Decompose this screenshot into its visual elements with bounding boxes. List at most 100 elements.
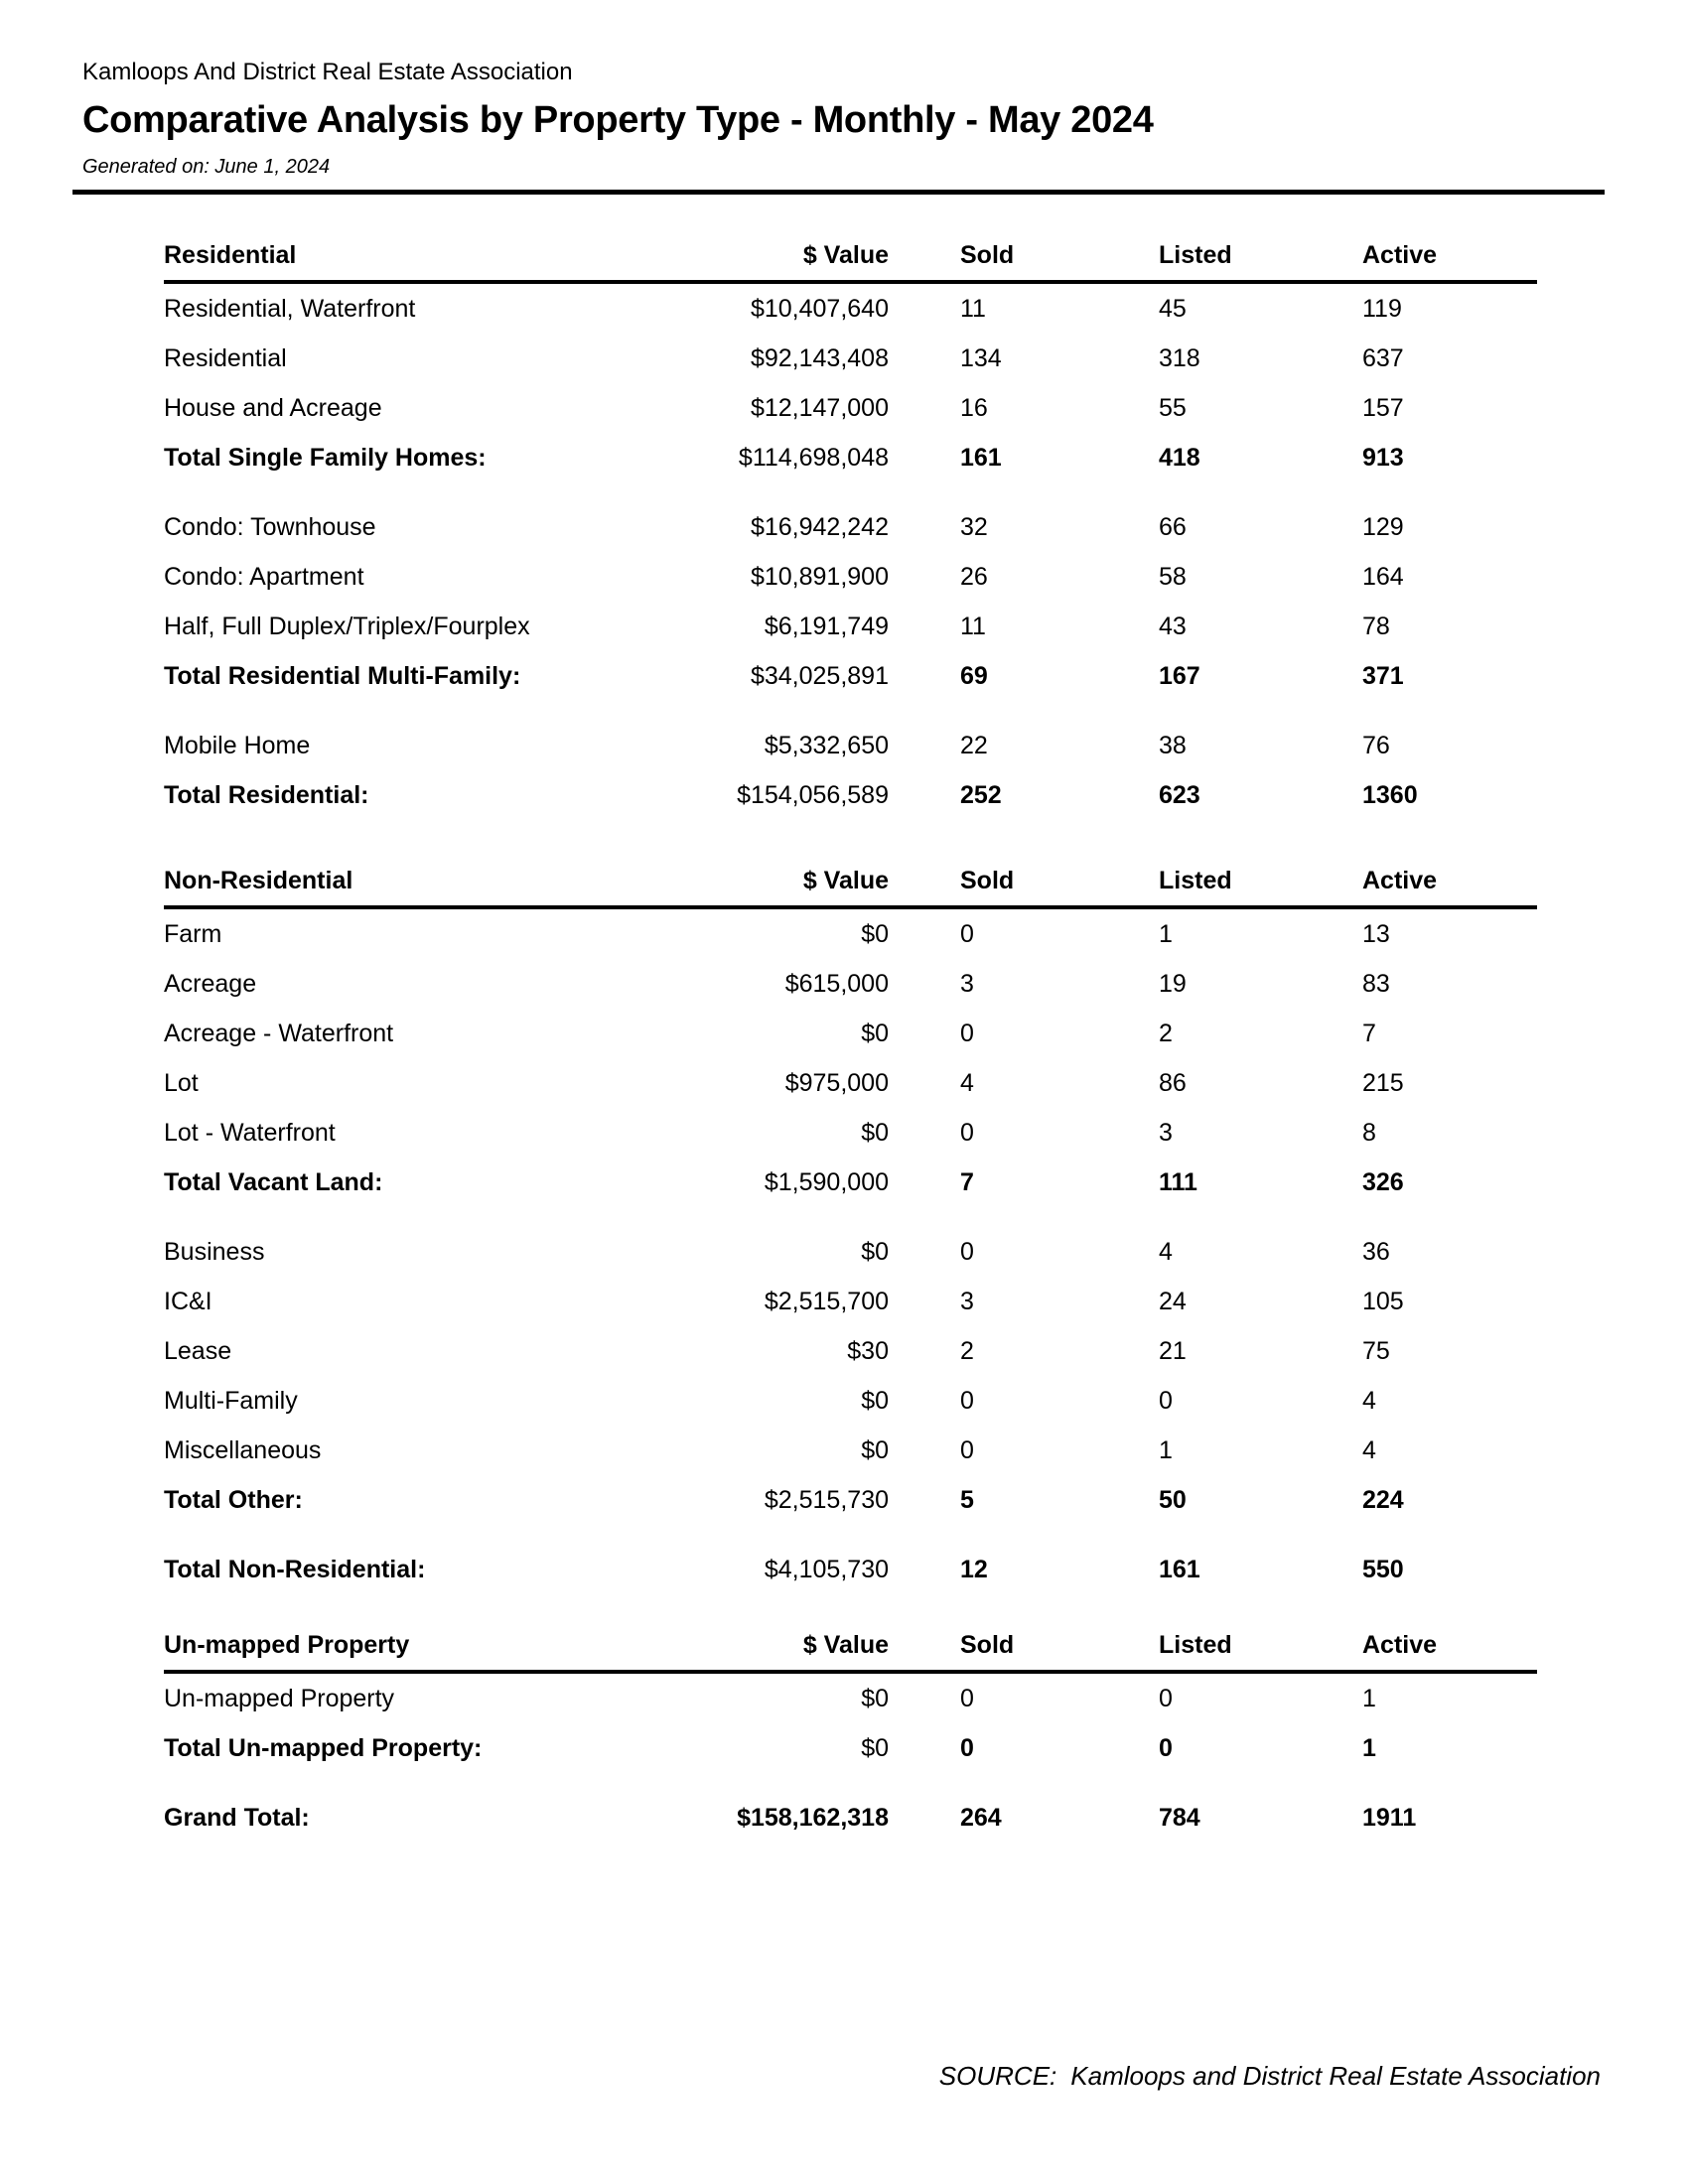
- row-label: Total Single Family Homes:: [164, 443, 487, 472]
- row-label: Farm: [164, 919, 222, 948]
- table-row: Un-mapped Property $0 0 0 1: [164, 1672, 1537, 1723]
- section-header-row: Un-mapped Property $ Value Sold Listed Activ…: [164, 1620, 1537, 1674]
- column-header-sold: Sold: [889, 1620, 1159, 1674]
- row-sold: 4: [960, 1068, 974, 1097]
- row-listed: 784: [1159, 1803, 1200, 1832]
- row-value: $5,332,650: [764, 731, 889, 759]
- row-active: 637: [1362, 343, 1404, 372]
- row-sold: 5: [960, 1485, 974, 1514]
- row-active: 75: [1362, 1336, 1390, 1365]
- row-value: $615,000: [784, 969, 889, 998]
- row-value: $0: [861, 1019, 889, 1047]
- table-row: Half, Full Duplex/Triplex/Fourplex $6,191…: [164, 602, 1537, 651]
- row-label: Un-mapped Property: [164, 1684, 395, 1712]
- row-active: 129: [1362, 512, 1404, 541]
- row-sold: 3: [960, 969, 974, 998]
- row-sold: 3: [960, 1287, 974, 1315]
- row-value: $0: [861, 1435, 889, 1464]
- total-row: Total Residential Multi-Family: $34,025,8…: [164, 651, 1537, 701]
- row-listed: 4: [1159, 1237, 1173, 1266]
- row-listed: 19: [1159, 969, 1187, 998]
- total-row: Total Vacant Land: $1,590,000 7 111 326: [164, 1158, 1537, 1207]
- row-sold: 32: [960, 512, 988, 541]
- row-active: 913: [1362, 443, 1404, 472]
- row-value: $16,942,242: [750, 512, 889, 541]
- group-spacer-cell: [164, 1773, 1537, 1793]
- group-spacer: [164, 701, 1537, 721]
- row-label: Lease: [164, 1336, 232, 1365]
- row-active: 83: [1362, 969, 1390, 998]
- row-listed: 167: [1159, 661, 1200, 690]
- organization-name: Kamloops And District Real Estate Associ…: [82, 59, 573, 85]
- table-row: Miscellaneous $0 0 1 4: [164, 1426, 1537, 1475]
- row-value: $114,698,048: [738, 443, 889, 472]
- row-listed: 86: [1159, 1068, 1187, 1097]
- row-label: Total Non-Residential:: [164, 1555, 426, 1583]
- row-listed: 2: [1159, 1019, 1173, 1047]
- row-sold: 0: [960, 1684, 974, 1712]
- table-row: Condo: Townhouse $16,942,242 32 66 129: [164, 502, 1537, 552]
- row-label: Residential: [164, 343, 287, 372]
- row-value: $6,191,749: [764, 612, 889, 640]
- table-row: Farm $0 0 1 13: [164, 907, 1537, 959]
- group-spacer: [164, 482, 1537, 502]
- row-sold: 161: [960, 443, 1002, 472]
- row-sold: 0: [960, 1386, 974, 1415]
- row-listed: 45: [1159, 294, 1187, 323]
- source-value: Kamloops and District Real Estate Associ…: [1070, 2061, 1601, 2091]
- row-listed: 21: [1159, 1336, 1187, 1365]
- row-value: $0: [861, 1118, 889, 1147]
- table-row: Condo: Apartment $10,891,900 26 58 164: [164, 552, 1537, 602]
- source-note: SOURCE: Kamloops and District Real Estate…: [939, 2061, 1601, 2091]
- table-row: House and Acreage $12,147,000 16 55 157: [164, 383, 1537, 433]
- section-title: Non-Residential: [164, 856, 591, 909]
- row-active: 78: [1362, 612, 1390, 640]
- row-value: $0: [861, 1237, 889, 1266]
- section-title: Un-mapped Property: [164, 1620, 591, 1674]
- row-value: $1,590,000: [764, 1167, 889, 1196]
- row-label: Total Other:: [164, 1485, 303, 1514]
- table-row: Lot - Waterfront $0 0 3 8: [164, 1108, 1537, 1158]
- row-listed: 38: [1159, 731, 1187, 759]
- row-label: Miscellaneous: [164, 1435, 322, 1464]
- section-table-0: Residential $ Value Sold Listed Active Reside…: [164, 230, 1537, 820]
- row-value: $0: [861, 1733, 889, 1762]
- row-sold: 252: [960, 780, 1002, 809]
- row-label: Total Residential Multi-Family:: [164, 661, 521, 690]
- row-sold: 7: [960, 1167, 974, 1196]
- column-header-listed: Listed: [1159, 230, 1362, 284]
- table-row: Acreage $615,000 3 19 83: [164, 959, 1537, 1009]
- row-active: 326: [1362, 1167, 1404, 1196]
- report-title: Comparative Analysis by Property Type - …: [82, 99, 1154, 141]
- row-active: 224: [1362, 1485, 1404, 1514]
- column-header-value: $ Value: [591, 230, 889, 284]
- row-label: Total Vacant Land:: [164, 1167, 383, 1196]
- group-spacer: [164, 1773, 1537, 1793]
- row-active: 164: [1362, 562, 1404, 591]
- source-label: SOURCE:: [938, 2061, 1057, 2091]
- row-value: $2,515,730: [764, 1485, 889, 1514]
- row-value: $34,025,891: [750, 661, 889, 690]
- row-listed: 0: [1159, 1733, 1173, 1762]
- row-listed: 161: [1159, 1555, 1200, 1583]
- table-row: Acreage - Waterfront $0 0 2 7: [164, 1009, 1537, 1058]
- group-spacer-cell: [164, 1207, 1537, 1227]
- row-listed: 58: [1159, 562, 1187, 591]
- row-value: $154,056,589: [737, 780, 889, 809]
- row-sold: 0: [960, 1435, 974, 1464]
- row-value: $158,162,318: [737, 1803, 889, 1832]
- section-title: Residential: [164, 230, 591, 284]
- row-label: Lot: [164, 1068, 199, 1097]
- row-sold: 11: [960, 294, 986, 323]
- row-sold: 69: [960, 661, 988, 690]
- row-label: Total Un-mapped Property:: [164, 1733, 483, 1762]
- row-listed: 0: [1159, 1684, 1173, 1712]
- row-sold: 22: [960, 731, 988, 759]
- row-label: Acreage - Waterfront: [164, 1019, 394, 1047]
- row-active: 7: [1362, 1019, 1376, 1047]
- group-spacer-cell: [164, 482, 1537, 502]
- table-row: Mobile Home $5,332,650 22 38 76: [164, 721, 1537, 770]
- row-sold: 134: [960, 343, 1002, 372]
- row-label: Total Residential:: [164, 780, 369, 809]
